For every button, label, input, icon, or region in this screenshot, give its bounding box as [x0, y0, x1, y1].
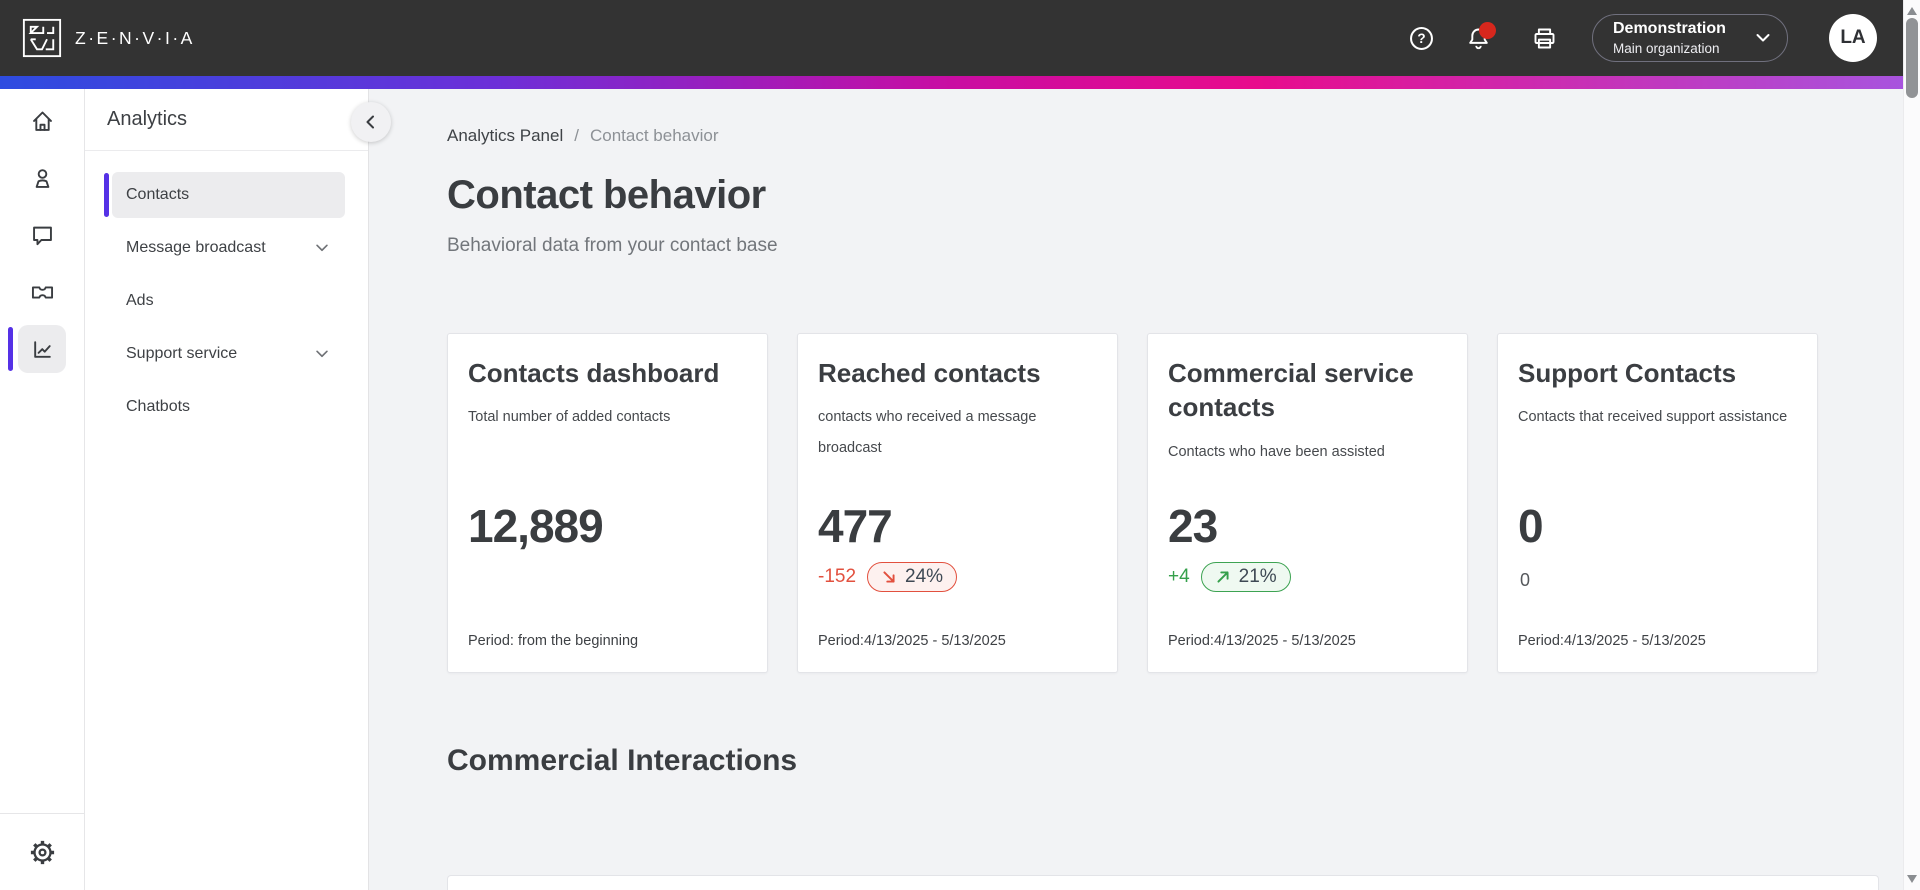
chart-line-icon — [29, 336, 56, 363]
card-support-contacts: Support Contacts Contacts that received … — [1497, 333, 1818, 673]
rail-item-conversations[interactable] — [18, 211, 66, 259]
zenvia-logo-icon — [22, 18, 62, 58]
sidebar-item-ads[interactable]: Ads — [112, 278, 345, 324]
analytics-side-panel: Analytics Contacts Message broadcast — [85, 89, 391, 890]
sidebar-item-label: Contacts — [126, 186, 190, 203]
breadcrumb: Analytics Panel / Contact behavior — [447, 126, 719, 146]
card-period: Period:4/13/2025 - 5/13/2025 — [1518, 633, 1706, 649]
card-value: 12,889 — [468, 500, 604, 552]
trend-up-icon — [1215, 569, 1231, 585]
settings-gear-icon — [28, 838, 57, 867]
card-value: 477 — [818, 500, 893, 552]
card-period: Period:4/13/2025 - 5/13/2025 — [818, 633, 1006, 649]
svg-text:?: ? — [1417, 31, 1425, 46]
card-period: Period:4/13/2025 - 5/13/2025 — [1168, 633, 1356, 649]
brand: Z·E·N·V·I·A — [22, 18, 195, 58]
page-scrollbar[interactable] — [1903, 0, 1920, 890]
notifications-button[interactable] — [1458, 18, 1498, 58]
card-description: Contacts who have been assisted — [1168, 443, 1385, 460]
ticket-icon — [29, 279, 56, 306]
notification-dot — [1479, 22, 1496, 39]
sidebar-item-label: Message broadcast — [126, 239, 266, 256]
printer-button[interactable] — [1524, 18, 1564, 58]
trend-down-icon — [881, 569, 897, 585]
commercial-interactions-card-top — [447, 875, 1879, 890]
card-secondary-value: 0 — [1520, 570, 1531, 590]
chevron-down-icon — [1753, 28, 1773, 48]
organization-switcher[interactable]: Demonstration Main organization — [1592, 14, 1788, 62]
main-content: Analytics Panel / Contact behavior Conta… — [369, 89, 1903, 890]
scrollbar-up-arrow[interactable] — [1907, 7, 1917, 15]
breadcrumb-parent[interactable]: Analytics Panel — [447, 126, 564, 145]
organization-descriptor: Main organization — [1613, 40, 1720, 56]
rail-item-home[interactable] — [18, 97, 66, 145]
sidebar-item-label: Ads — [126, 292, 154, 309]
user-avatar[interactable]: LA — [1829, 14, 1877, 62]
sidebar-item-contacts[interactable]: Contacts — [104, 172, 345, 218]
rail-item-contacts[interactable] — [18, 154, 66, 202]
brand-gradient-bar — [0, 76, 1903, 89]
breadcrumb-separator: / — [574, 126, 579, 145]
card-title: Support Contacts — [1518, 358, 1737, 388]
collapse-panel-button[interactable] — [351, 102, 391, 142]
card-title: Reached contacts — [818, 358, 1041, 388]
section-title-commercial-interactions: Commercial Interactions — [447, 744, 798, 777]
card-reached-contacts: Reached contacts contacts who received a… — [797, 333, 1118, 673]
person-icon — [29, 165, 56, 192]
chevron-down-icon — [313, 239, 331, 257]
delta-percentage: 24% — [905, 566, 944, 587]
divider — [85, 150, 368, 151]
sidebar-item-label: Chatbots — [126, 398, 191, 415]
panel-title: Analytics — [107, 108, 188, 130]
delta-percentage: 21% — [1238, 566, 1277, 587]
scrollbar-down-arrow[interactable] — [1907, 875, 1917, 883]
rail-item-analytics[interactable] — [8, 325, 66, 373]
card-description: Total number of added contacts — [468, 409, 671, 426]
rail-item-settings[interactable] — [18, 828, 66, 876]
chevron-left-icon — [362, 113, 380, 131]
card-period: Period: from the beginning — [468, 633, 639, 649]
active-indicator — [8, 327, 13, 371]
help-button[interactable]: ? — [1401, 18, 1441, 58]
breadcrumb-current: Contact behavior — [589, 126, 719, 145]
divider — [0, 813, 85, 814]
page-title: Contact behavior — [447, 173, 766, 217]
card-title: Contacts dashboard — [468, 358, 720, 388]
card-value: 0 — [1518, 500, 1544, 552]
scrollbar-thumb[interactable] — [1906, 18, 1918, 98]
card-description: Contacts that received support assistanc… — [1518, 409, 1788, 426]
sidebar-item-chatbots[interactable]: Chatbots — [112, 384, 345, 430]
sidebar-item-message-broadcast[interactable]: Message broadcast — [112, 225, 345, 271]
rail-item-tickets[interactable] — [18, 268, 66, 316]
chat-bubble-icon — [29, 222, 56, 249]
topbar: Z·E·N·V·I·A ? — [0, 0, 1920, 76]
printer-icon — [1531, 25, 1558, 52]
trend-badge-up: 21% — [1200, 562, 1291, 592]
card-title: Commercial service contacts — [1168, 358, 1414, 423]
help-icon: ? — [1408, 25, 1435, 52]
card-value: 23 — [1168, 500, 1218, 552]
active-indicator — [104, 173, 109, 217]
card-contacts-dashboard: Contacts dashboard Total number of added… — [447, 333, 768, 673]
sidebar-item-support-service[interactable]: Support service — [112, 331, 345, 377]
brand-name: Z·E·N·V·I·A — [75, 27, 195, 48]
page-subtitle: Behavioral data from your contact base — [447, 235, 778, 256]
card-commercial-service-contacts: Commercial service contacts Contacts who… — [1147, 333, 1468, 673]
chevron-down-icon — [313, 345, 331, 363]
delta-value: -152 — [818, 566, 857, 587]
card-description: contacts who received a message broadcas… — [818, 409, 1037, 457]
organization-name: Demonstration — [1613, 20, 1726, 38]
icon-rail — [0, 89, 85, 890]
sidebar-item-label: Support service — [126, 345, 238, 362]
trend-badge-down: 24% — [867, 562, 958, 592]
analytics-menu: Contacts Message broadcast Ads Support s… — [104, 172, 345, 437]
delta-value: +4 — [1168, 566, 1190, 587]
home-icon — [29, 108, 56, 135]
